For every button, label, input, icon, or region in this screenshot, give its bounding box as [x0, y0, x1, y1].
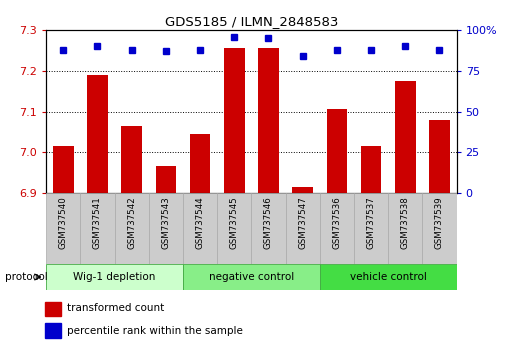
- Bar: [87, 75, 108, 193]
- Text: GSM737544: GSM737544: [195, 196, 205, 249]
- Bar: [395, 81, 416, 193]
- Bar: [354, 193, 388, 264]
- Bar: [45, 302, 61, 316]
- Text: percentile rank within the sample: percentile rank within the sample: [67, 326, 243, 336]
- Bar: [327, 109, 347, 193]
- Bar: [46, 264, 183, 290]
- Bar: [361, 146, 381, 193]
- Bar: [224, 48, 245, 193]
- Text: GSM737540: GSM737540: [59, 196, 68, 249]
- Bar: [46, 193, 81, 264]
- Bar: [155, 166, 176, 193]
- Bar: [122, 126, 142, 193]
- Bar: [45, 323, 61, 338]
- Bar: [320, 264, 457, 290]
- Bar: [81, 193, 114, 264]
- Text: GSM737542: GSM737542: [127, 196, 136, 249]
- Text: GSM737547: GSM737547: [298, 196, 307, 249]
- Bar: [183, 264, 320, 290]
- Text: GSM737543: GSM737543: [162, 196, 170, 249]
- Text: GSM737545: GSM737545: [230, 196, 239, 249]
- Text: GSM737536: GSM737536: [332, 196, 341, 249]
- Text: Wig-1 depletion: Wig-1 depletion: [73, 272, 156, 282]
- Text: GSM737539: GSM737539: [435, 196, 444, 249]
- Bar: [320, 193, 354, 264]
- Text: transformed count: transformed count: [67, 303, 165, 314]
- Text: protocol: protocol: [5, 272, 48, 282]
- Bar: [258, 48, 279, 193]
- Bar: [217, 193, 251, 264]
- Bar: [251, 193, 286, 264]
- Text: GSM737537: GSM737537: [367, 196, 376, 249]
- Text: GSM737538: GSM737538: [401, 196, 410, 249]
- Bar: [149, 193, 183, 264]
- Bar: [429, 120, 450, 193]
- Bar: [292, 187, 313, 193]
- Text: vehicle control: vehicle control: [350, 272, 427, 282]
- Title: GDS5185 / ILMN_2848583: GDS5185 / ILMN_2848583: [165, 15, 338, 28]
- Bar: [422, 193, 457, 264]
- Text: GSM737546: GSM737546: [264, 196, 273, 249]
- Bar: [53, 146, 73, 193]
- Bar: [183, 193, 217, 264]
- Bar: [190, 134, 210, 193]
- Bar: [114, 193, 149, 264]
- Bar: [388, 193, 422, 264]
- Text: GSM737541: GSM737541: [93, 196, 102, 249]
- Text: negative control: negative control: [209, 272, 294, 282]
- Bar: [286, 193, 320, 264]
